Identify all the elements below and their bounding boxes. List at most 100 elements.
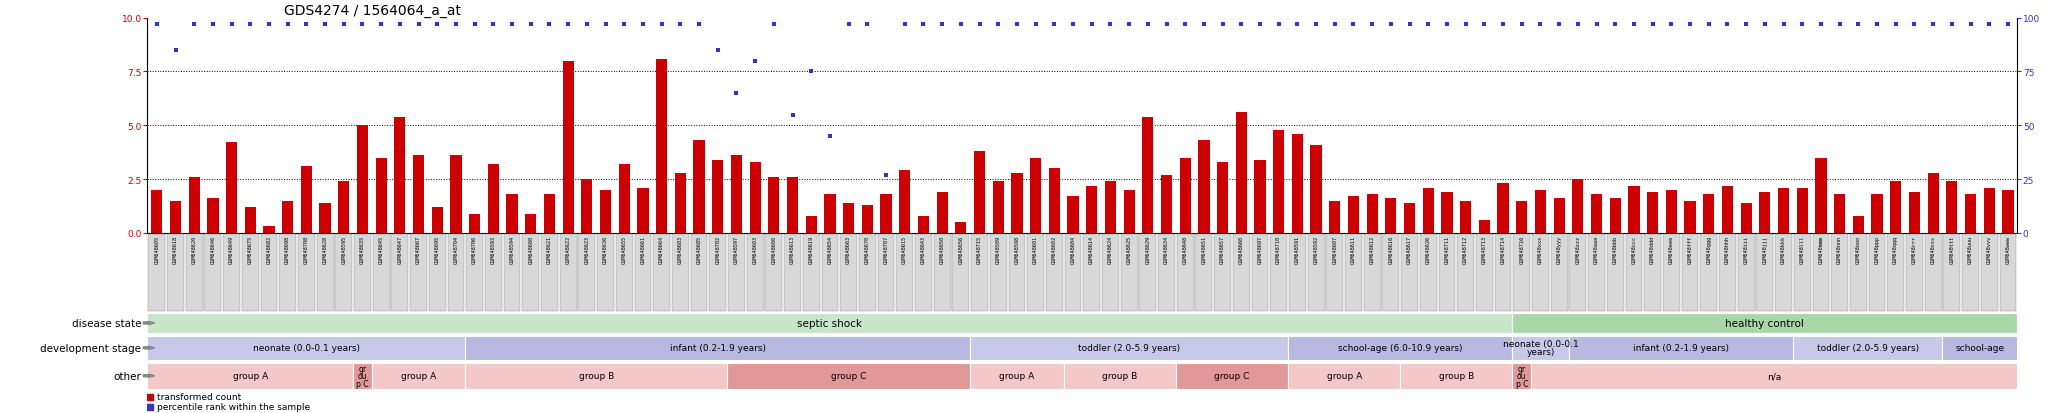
Text: GSM648qqq: GSM648qqq	[1892, 236, 1898, 264]
FancyBboxPatch shape	[297, 234, 315, 311]
FancyBboxPatch shape	[934, 234, 950, 311]
FancyBboxPatch shape	[522, 234, 539, 311]
Point	[776, 112, 809, 119]
Point	[1450, 22, 1483, 28]
Point	[1655, 22, 1688, 28]
FancyBboxPatch shape	[1047, 234, 1063, 311]
Text: group C: group C	[1214, 371, 1249, 380]
FancyBboxPatch shape	[1532, 363, 2017, 389]
Text: GSM648712: GSM648712	[1462, 236, 1468, 264]
FancyBboxPatch shape	[1419, 234, 1438, 311]
Point	[1038, 22, 1071, 28]
Text: GSM648649: GSM648649	[229, 236, 233, 264]
Text: GSM648602: GSM648602	[1053, 236, 1057, 264]
Text: development stage: development stage	[41, 343, 141, 353]
Text: GSM648605: GSM648605	[154, 236, 160, 264]
Bar	[1853, 216, 1864, 233]
FancyBboxPatch shape	[1942, 336, 2017, 360]
Bar	[1946, 182, 1958, 233]
Bar	[1235, 113, 1247, 233]
FancyBboxPatch shape	[1511, 336, 1569, 360]
Text: disease state: disease state	[72, 318, 141, 328]
Point	[1599, 22, 1632, 28]
Point	[1319, 22, 1352, 28]
FancyBboxPatch shape	[1139, 234, 1157, 311]
Bar	[1610, 199, 1620, 233]
Point	[1188, 22, 1221, 28]
Point	[1636, 22, 1669, 28]
Point	[365, 22, 397, 28]
Bar	[1704, 195, 1714, 233]
Point	[645, 22, 678, 28]
Bar	[283, 201, 293, 233]
Text: GSM648rrr: GSM648rrr	[1913, 236, 1917, 264]
Bar	[506, 195, 518, 233]
Text: n/a: n/a	[1767, 371, 1782, 380]
FancyBboxPatch shape	[465, 336, 971, 360]
Text: GSM648bbb: GSM648bbb	[1612, 236, 1618, 264]
FancyBboxPatch shape	[1550, 234, 1567, 311]
FancyBboxPatch shape	[1776, 234, 1792, 311]
Text: GSM648619: GSM648619	[809, 236, 813, 264]
FancyBboxPatch shape	[971, 363, 1063, 389]
Bar	[225, 143, 238, 233]
Point	[346, 22, 379, 28]
FancyBboxPatch shape	[709, 234, 727, 311]
Bar	[1253, 160, 1266, 233]
Bar	[2003, 190, 2013, 233]
Text: GSM648650: GSM648650	[940, 236, 944, 264]
Text: GSM648622: GSM648622	[565, 236, 571, 264]
Text: GSM648651: GSM648651	[1202, 236, 1206, 264]
Bar	[805, 216, 817, 233]
Bar	[1534, 190, 1546, 233]
FancyBboxPatch shape	[1063, 363, 1176, 389]
FancyBboxPatch shape	[168, 234, 184, 311]
Point	[963, 22, 995, 28]
Text: GSM648598: GSM648598	[1014, 236, 1020, 264]
Point	[459, 22, 492, 28]
FancyBboxPatch shape	[1511, 313, 2017, 333]
Bar	[414, 156, 424, 233]
Point	[252, 22, 285, 28]
Bar	[1479, 221, 1491, 233]
FancyBboxPatch shape	[354, 234, 371, 311]
Point	[1880, 22, 1913, 28]
Bar	[152, 190, 162, 233]
Text: GSM648663: GSM648663	[846, 236, 852, 264]
Point	[1262, 22, 1294, 28]
FancyBboxPatch shape	[1157, 234, 1176, 311]
Bar	[432, 208, 442, 233]
FancyBboxPatch shape	[279, 234, 297, 311]
FancyBboxPatch shape	[635, 234, 651, 311]
Point	[1692, 22, 1724, 28]
FancyBboxPatch shape	[223, 234, 240, 311]
Text: GSM648707: GSM648707	[883, 236, 889, 264]
Text: GSM648595: GSM648595	[342, 236, 346, 264]
Point	[571, 22, 604, 28]
Text: GSM648611: GSM648611	[1352, 236, 1356, 264]
Bar	[1985, 188, 1995, 233]
FancyBboxPatch shape	[373, 234, 389, 311]
Point	[664, 22, 696, 28]
FancyBboxPatch shape	[748, 234, 764, 311]
Text: GSM648613: GSM648613	[791, 236, 795, 264]
Bar	[1124, 190, 1135, 233]
Bar	[731, 156, 741, 233]
Bar	[1180, 158, 1190, 233]
FancyBboxPatch shape	[147, 313, 1511, 333]
Bar	[1573, 180, 1583, 233]
Point	[1225, 22, 1257, 28]
Bar	[563, 62, 573, 233]
Bar	[1217, 162, 1229, 233]
FancyBboxPatch shape	[1458, 234, 1475, 311]
FancyBboxPatch shape	[205, 234, 221, 311]
Bar	[694, 141, 705, 233]
Point	[215, 22, 248, 28]
Text: GSM648645: GSM648645	[379, 236, 383, 264]
FancyBboxPatch shape	[803, 234, 819, 311]
Point	[270, 22, 303, 28]
Text: GSM648698: GSM648698	[285, 236, 291, 264]
Text: GSM648626: GSM648626	[1425, 236, 1432, 264]
FancyBboxPatch shape	[727, 234, 745, 311]
Bar	[395, 117, 406, 233]
